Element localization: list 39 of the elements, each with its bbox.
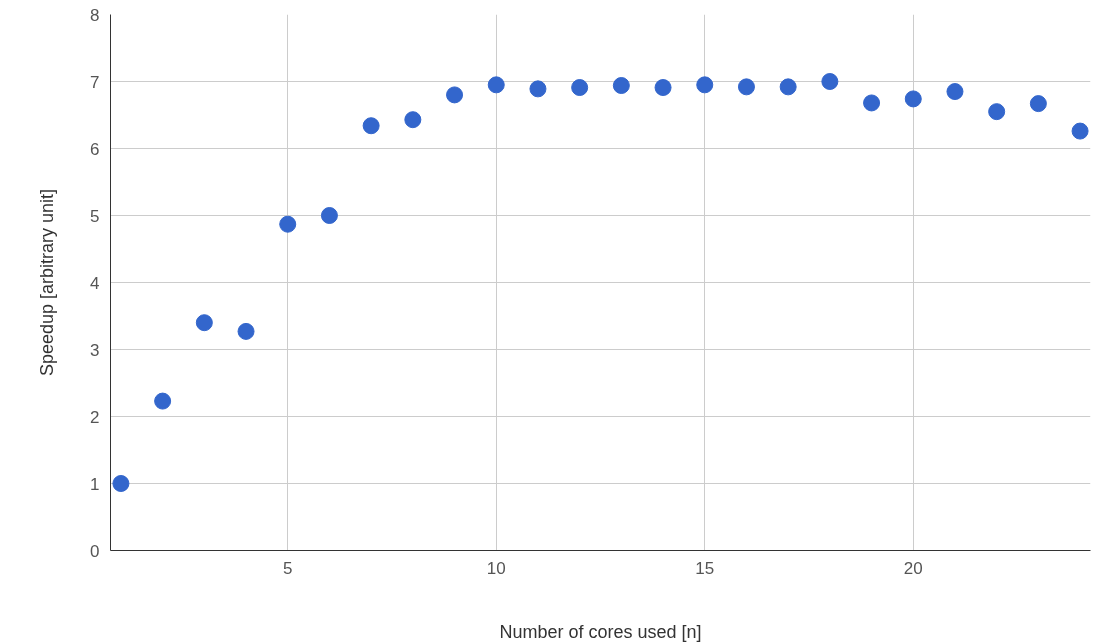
x-tick-label: 20 xyxy=(903,558,923,578)
point xyxy=(112,475,130,492)
point xyxy=(779,78,797,96)
point xyxy=(612,77,630,94)
point xyxy=(988,103,1006,121)
point xyxy=(195,314,213,332)
point xyxy=(279,215,297,233)
point xyxy=(529,80,547,98)
point xyxy=(946,83,964,101)
point xyxy=(737,78,755,96)
x-tick-label: 5 xyxy=(283,558,293,578)
y-axis-title: Speedup [arbitrary unit] xyxy=(37,188,58,377)
point xyxy=(154,392,172,410)
y-tick-label: 7 xyxy=(90,72,100,92)
point xyxy=(487,76,505,94)
y-tick-label: 0 xyxy=(90,541,100,561)
point xyxy=(904,90,922,108)
y-tick-label: 3 xyxy=(90,340,100,360)
x-tick-label: 10 xyxy=(486,558,506,578)
x-axis-title: Number of cores used [n] xyxy=(499,621,702,642)
y-tick-label: 4 xyxy=(90,273,100,293)
point xyxy=(1029,95,1047,113)
point xyxy=(571,79,589,97)
x-tick-label: 15 xyxy=(695,558,715,578)
point xyxy=(404,111,422,129)
point xyxy=(446,86,464,104)
y-tick-label: 1 xyxy=(90,474,100,494)
point xyxy=(362,117,380,135)
y-tick-label: 8 xyxy=(90,5,100,25)
y-tick-label: 2 xyxy=(90,407,100,427)
y-tick-label: 6 xyxy=(90,139,100,159)
point xyxy=(237,322,255,340)
point xyxy=(863,94,881,112)
y-tick-label: 5 xyxy=(90,206,100,226)
point xyxy=(696,76,714,94)
point xyxy=(320,207,338,224)
point xyxy=(821,73,839,90)
point xyxy=(654,79,672,97)
point xyxy=(1071,122,1089,140)
